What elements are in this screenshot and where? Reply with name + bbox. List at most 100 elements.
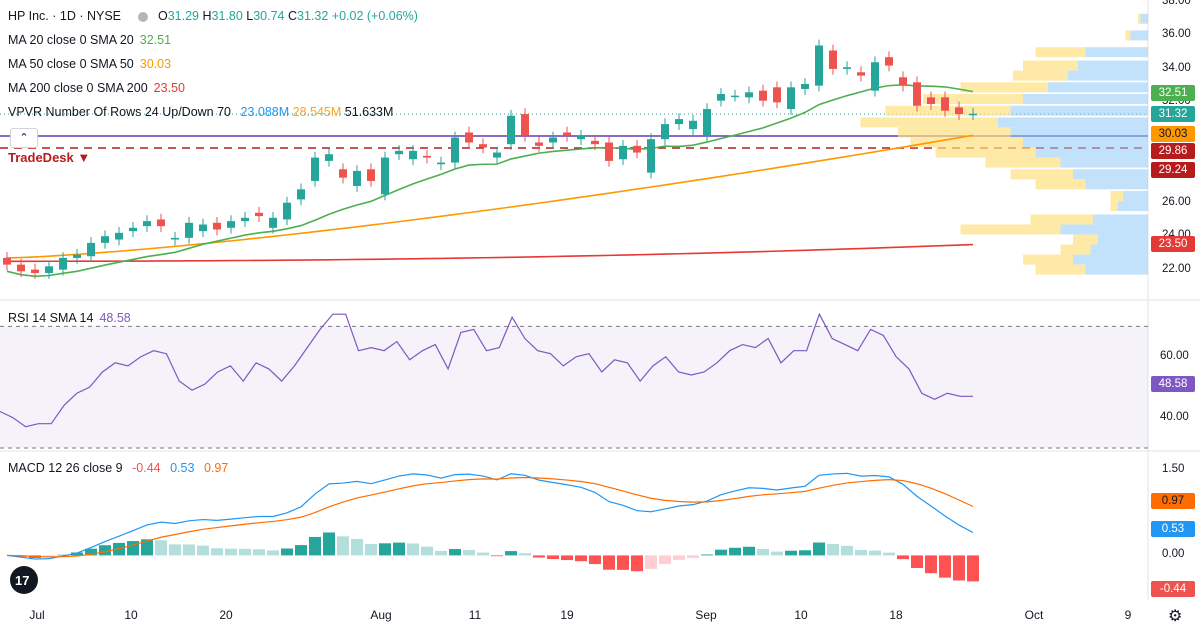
volume-profile-up-bar (1023, 94, 1148, 105)
volume-profile-up-bar (1078, 60, 1148, 71)
volume-profile-up-bar (1098, 234, 1148, 245)
rsi-tick-label: 40.00 (1160, 410, 1189, 423)
volume-profile-down-bar (1073, 234, 1098, 245)
macd-histogram-bar (533, 555, 545, 558)
collapse-legend-button[interactable]: ⌃ (10, 128, 38, 148)
macd-histogram-bar (295, 545, 307, 556)
candle-body (353, 170, 361, 186)
macd-histogram-bar (253, 549, 265, 556)
time-tick-label: Jul (29, 608, 45, 622)
macd-histogram-bar (659, 555, 671, 564)
price-tick-label: 36.00 (1162, 28, 1191, 41)
candle-body (829, 50, 837, 69)
ma20-legend[interactable]: MA 20 close 0 SMA 20 32.51 (8, 33, 172, 47)
chevron-up-icon: ⌃ (19, 132, 29, 144)
candle-body (101, 236, 109, 243)
time-tick-label: Aug (370, 608, 392, 622)
price-tick-label: 26.00 (1162, 195, 1191, 208)
eye-icon[interactable] (138, 11, 149, 22)
macd-histogram-bar (631, 555, 643, 572)
volume-profile-up-bar (1048, 82, 1148, 93)
candle-body (493, 152, 501, 158)
volume-profile-up-bar (1073, 169, 1148, 180)
volume-profile-down-bar (1013, 70, 1068, 81)
candle-body (969, 113, 977, 116)
candle-body (661, 124, 669, 140)
vpvr-legend[interactable]: VPVR Number Of Rows 24 Up/Down 70 23.088… (8, 105, 394, 119)
candle-body (647, 139, 655, 173)
macd-histogram-bar (519, 553, 531, 556)
candle-body (367, 169, 375, 181)
candle-body (731, 95, 739, 98)
volume-profile-down-bar (898, 127, 1011, 138)
macd-histogram-bar (463, 549, 475, 556)
candle-body (563, 132, 571, 136)
rsi-legend[interactable]: RSI 14 SMA 14 48.58 (8, 311, 131, 325)
macd-histogram-bar (925, 555, 937, 574)
ma200-line (6, 243, 974, 263)
settings-gear-icon[interactable]: ⚙ (1168, 608, 1183, 625)
macd-histogram-bar (365, 544, 377, 556)
tradedesk-label[interactable]: TradeDesk ▼ (8, 150, 91, 165)
tradingview-logo-icon: 17 (10, 566, 38, 594)
candle-body (703, 109, 711, 136)
macd-histogram-bar (351, 538, 363, 556)
signal-line (6, 476, 974, 558)
ma50-legend[interactable]: MA 50 close 0 SMA 50 30.03 (8, 57, 172, 71)
candle-body (87, 242, 95, 257)
candle-body (423, 155, 431, 158)
volume-profile-down-bar (960, 224, 1061, 235)
svg-text:17: 17 (15, 573, 29, 588)
price-tick-label: 34.00 (1162, 61, 1191, 74)
candle-body (927, 97, 935, 105)
time-tick-label: 19 (560, 608, 574, 622)
ma200-price-tag: 23.50 (1151, 236, 1195, 252)
price-tick-label: 38.00 (1162, 0, 1191, 7)
candle-body (17, 264, 25, 272)
volume-profile-down-bar (985, 157, 1061, 168)
ma200-legend[interactable]: MA 200 close 0 SMA 200 23.50 (8, 81, 185, 95)
macd-signal-tag: 0.97 (1151, 493, 1195, 509)
macd-histogram-bar (239, 548, 251, 556)
change: +0.02 (+0.06%) (331, 9, 418, 23)
macd-histogram-bar (393, 542, 405, 556)
candle-body (199, 224, 207, 232)
candle-body (689, 120, 697, 130)
candle-body (941, 97, 949, 111)
volume-profile-down-bar (1138, 13, 1141, 24)
candle-body (675, 119, 683, 125)
candle-body (577, 135, 585, 140)
ma20-line (6, 83, 974, 278)
macd-histogram-bar (309, 536, 321, 556)
macd-histogram-bar (491, 555, 503, 557)
macd-histogram-bar (449, 549, 461, 556)
volume-profile-down-bar (960, 82, 1048, 93)
macd-tick-label: 1.50 (1162, 463, 1185, 476)
macd-legend[interactable]: MACD 12 26 close 9 -0.44 0.53 0.97 (8, 461, 229, 475)
macd-histogram-bar (715, 549, 727, 556)
volume-profile-up-bar (1073, 254, 1148, 265)
macd-histogram-bar (743, 546, 755, 556)
volume-profile-down-bar (1035, 264, 1086, 275)
macd-histogram-bar (435, 550, 447, 556)
volume-profile-down-bar (923, 94, 1023, 105)
candle-body (255, 212, 263, 217)
volume-profile-up-bar (1085, 47, 1148, 58)
macd-histogram-bar (421, 546, 433, 556)
candle-body (619, 145, 627, 160)
price-tick-label: 22.00 (1162, 262, 1191, 275)
rsi-tick-label: 60.00 (1160, 349, 1189, 362)
macd-histogram-bar (197, 545, 209, 556)
time-tick-label: 10 (794, 608, 808, 622)
volume-profile-up-bar (1010, 127, 1148, 138)
macd-histogram-bar (337, 536, 349, 556)
candle-body (871, 62, 879, 91)
ma50-price-tag: 30.03 (1151, 126, 1195, 142)
macd-histogram-bar (841, 545, 853, 556)
macd-histogram-bar (911, 555, 923, 569)
macd-histogram-bar (701, 554, 713, 556)
macd-histogram-bar (379, 543, 391, 556)
macd-pane (6, 472, 979, 582)
candle-body (115, 232, 123, 240)
